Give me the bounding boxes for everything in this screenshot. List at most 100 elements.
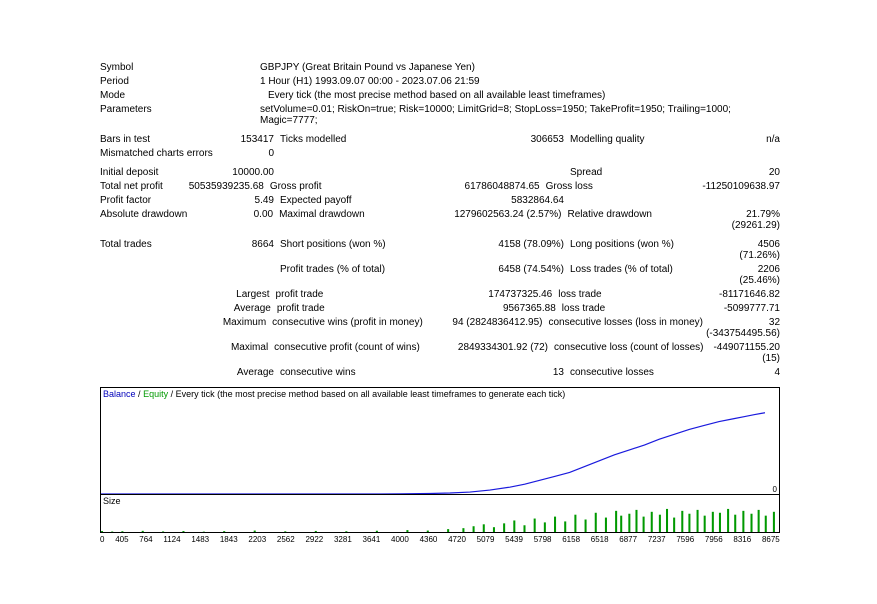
x-tick: 405 [115,535,128,544]
value-profittrades: 6458 (74.54%) [460,264,570,286]
size-chart: Size [100,495,780,533]
label-absdd: Absolute drawdown [100,209,224,231]
value-mismatched: 0 [225,148,280,159]
value-parameters: setVolume=0.01; RiskOn=true; Risk=10000;… [260,104,780,126]
legend-balance: Balance [103,389,136,399]
x-tick: 1483 [191,535,209,544]
value-mode: Every tick (the most precise method base… [260,90,780,101]
row-period: Period 1 Hour (H1) 1993.09.07 00:00 - 20… [100,74,780,88]
value-bars: 153417 [225,134,280,145]
label-period: Period [100,76,260,87]
label-avg-conswins: consecutive wins [280,367,460,378]
x-tick: 8316 [733,535,751,544]
label-trades: Total trades [100,239,225,261]
value-reldd: 21.79% (29261.29) [732,209,780,231]
value-losstrades: 2206 (25.46%) [735,264,780,286]
x-tick: 3281 [334,535,352,544]
label-avg-loss: loss trade [562,303,724,314]
row-trades: Total trades 8664 Short positions (won %… [100,237,780,262]
value-consloss-c: -449071155.20 (15) [713,342,780,364]
label-consprofit-c: consecutive profit (count of wins) [274,342,448,364]
strategy-report: Symbol GBPJPY (Great Britain Pound vs Ja… [100,60,780,544]
value-avg-loss: -5099777.71 [724,303,780,314]
label-avg2: Average [100,367,280,378]
label-grossprofit: Gross profit [270,181,441,192]
value-conswins-m: 94 (2824836412.95) [424,317,548,339]
row-largest: Largest profit trade 174737325.46 loss t… [100,287,780,301]
size-plot-area [101,507,779,532]
row-netprofit: Total net profit 50535939235.68 Gross pr… [100,179,780,193]
row-profitfactor: Profit factor 5.49 Expected payoff 58328… [100,193,780,207]
label-long: Long positions (won %) [570,239,735,261]
label-profittrades: Profit trades (% of total) [280,264,460,286]
row-maximal-cons: Maximal consecutive profit (count of win… [100,340,780,365]
value-symbol: GBPJPY (Great Britain Pound vs Japanese … [260,62,780,73]
equity-chart: Balance / Equity / Every tick (the most … [100,387,780,495]
label-maxdd: Maximal drawdown [279,209,458,231]
value-conslosses-m: 32 (-343754495.56) [706,317,780,339]
label-profitfactor: Profit factor [100,195,225,206]
label-maximum: Maximum [100,317,272,339]
label-avg-conslosses: consecutive losses [570,367,735,378]
value-maxdd: 1279602563.24 (2.57%) [438,209,567,231]
row-deposit: Initial deposit 10000.00 Spread 20 [100,165,780,179]
label-conslosses-m: consecutive losses (loss in money) [548,317,706,339]
value-quality: n/a [735,134,780,145]
value-deposit: 10000.00 [225,167,280,178]
x-tick: 5798 [534,535,552,544]
label-avg-profit: profit trade [277,303,454,314]
label-mode: Mode [100,90,260,101]
x-tick: 4720 [448,535,466,544]
label-largest-loss: loss trade [558,289,719,300]
x-tick: 764 [139,535,152,544]
value-consprofit-c: 2849334301.92 (72) [428,342,554,364]
value-short: 4158 (78.09%) [460,239,570,261]
x-axis: 0405764112414831843220325622922328136414… [100,533,780,544]
label-spread: Spread [570,167,735,178]
label-largest: Largest [100,289,276,300]
x-tick: 7596 [676,535,694,544]
value-grossloss: -11250109638.97 [702,181,780,192]
value-period: 1 Hour (H1) 1993.09.07 00:00 - 2023.07.0… [260,76,780,87]
label-consloss-c: consecutive loss (count of losses) [554,342,713,364]
row-max-cons: Maximum consecutive wins (profit in mone… [100,315,780,340]
x-tick: 7237 [648,535,666,544]
row-profittrades: Profit trades (% of total) 6458 (74.54%)… [100,262,780,287]
x-tick: 6518 [591,535,609,544]
chart-legend: Balance / Equity / Every tick (the most … [101,388,779,400]
y-zero-label: 0 [773,485,777,494]
label-bars: Bars in test [100,134,225,145]
x-tick: 7956 [705,535,723,544]
x-tick: 5439 [505,535,523,544]
value-netprofit: 50535939235.68 [189,181,270,192]
row-mismatched: Mismatched charts errors 0 [100,146,780,160]
label-short: Short positions (won %) [280,239,460,261]
size-label: Size [101,495,123,507]
value-absdd: 0.00 [224,209,279,231]
row-parameters: Parameters setVolume=0.01; RiskOn=true; … [100,102,780,127]
label-payoff: Expected payoff [280,195,460,206]
label-grossloss: Gross loss [546,181,703,192]
label-deposit: Initial deposit [100,167,225,178]
value-grossprofit: 61786048874.65 [441,181,546,192]
label-losstrades: Loss trades (% of total) [570,264,735,286]
label-reldd: Relative drawdown [568,209,732,231]
label-mismatched: Mismatched charts errors [100,148,225,159]
value-spread: 20 [735,167,780,178]
value-ticks: 306653 [460,134,570,145]
label-ticks: Ticks modelled [280,134,460,145]
label-conswins-m: consecutive wins (profit in money) [272,317,444,339]
value-trades: 8664 [225,239,280,261]
value-avg-conslosses: 4 [735,367,780,378]
row-avg-cons: Average consecutive wins 13 consecutive … [100,365,780,379]
value-avg-conswins: 13 [460,367,570,378]
x-tick: 2562 [277,535,295,544]
row-avg-trade: Average profit trade 9567365.88 loss tra… [100,301,780,315]
legend-equity: Equity [143,389,168,399]
label-symbol: Symbol [100,62,260,73]
row-symbol: Symbol GBPJPY (Great Britain Pound vs Ja… [100,60,780,74]
x-tick: 4000 [391,535,409,544]
x-tick: 1124 [163,535,180,544]
value-avg-profit: 9567365.88 [454,303,562,314]
x-tick: 4360 [420,535,438,544]
